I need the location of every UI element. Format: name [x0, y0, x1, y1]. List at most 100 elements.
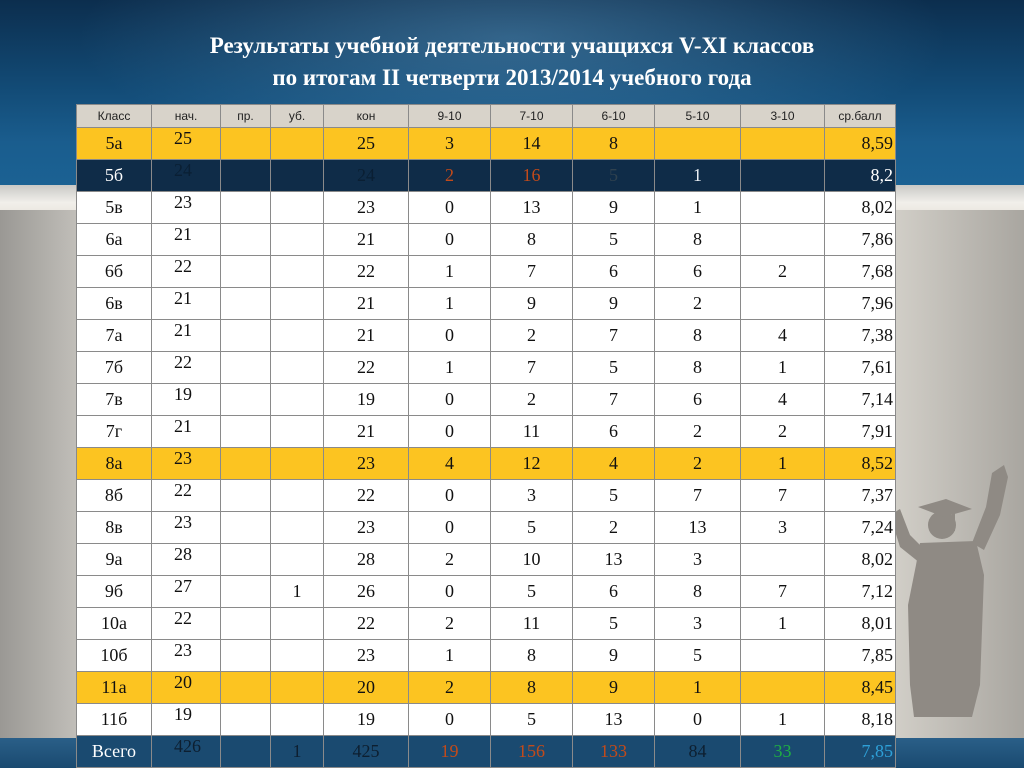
- table-row: 9б 27 1 26 0 5 6 8 7 7,12: [76, 575, 896, 608]
- cell-left: [270, 383, 324, 416]
- table-row: 8а 23 23 4 12 4 2 1 8,52: [76, 447, 896, 480]
- title-line-2: по итогам II четверти 2013/2014 учебного…: [272, 65, 752, 90]
- cell-start: 21: [151, 415, 221, 448]
- cell-3-10: [740, 287, 825, 320]
- cell-class: 5а: [76, 127, 152, 160]
- cell-left: [270, 255, 324, 288]
- cell-9-10: 0: [408, 415, 491, 448]
- cell-left: [270, 479, 324, 512]
- cell-end: 23: [323, 447, 409, 480]
- cell-7-10: 9: [490, 287, 573, 320]
- cell-3-10: [740, 671, 825, 704]
- cell-class: 8в: [76, 511, 152, 544]
- header-left: уб.: [270, 104, 324, 128]
- cell-7-10: 7: [490, 351, 573, 384]
- cell-class: 10б: [76, 639, 152, 672]
- table-row: 7в 19 19 0 2 7 6 4 7,14: [76, 383, 896, 416]
- cell-3-10: 2: [740, 255, 825, 288]
- cell-end: 20: [323, 671, 409, 704]
- cell-6-10: 5: [572, 223, 655, 256]
- cell-9-10: 0: [408, 511, 491, 544]
- table-row: 11б 19 19 0 5 13 0 1 8,18: [76, 703, 896, 736]
- cell-6-10: 6: [572, 255, 655, 288]
- cell-average: 7,85: [824, 639, 896, 672]
- cell-arrived: [220, 319, 271, 352]
- table-row: 7а 21 21 0 2 7 8 4 7,38: [76, 319, 896, 352]
- cell-9-10: 1: [408, 351, 491, 384]
- cell-left: [270, 319, 324, 352]
- table-row: 5а 25 25 3 14 8 8,59: [76, 127, 896, 160]
- cell-9-10: 4: [408, 447, 491, 480]
- cell-9-10: 0: [408, 383, 491, 416]
- cell-9-10: 1: [408, 639, 491, 672]
- cell-7-10: 8: [490, 223, 573, 256]
- table-row: 11а 20 20 2 8 9 1 8,45: [76, 671, 896, 704]
- cell-average: 7,38: [824, 319, 896, 352]
- cell-end: 19: [323, 703, 409, 736]
- cell-6-10: 4: [572, 447, 655, 480]
- cell-3-10: 1: [740, 703, 825, 736]
- cell-5-10: 6: [654, 383, 741, 416]
- cell-5-10: 8: [654, 351, 741, 384]
- cell-end: 23: [323, 511, 409, 544]
- cell-5-10: 7: [654, 479, 741, 512]
- title-line-1: Результаты учебной деятельности учащихся…: [209, 33, 815, 58]
- cell-end: 24: [323, 159, 409, 192]
- cell-5-10: 84: [654, 735, 741, 768]
- header-7-10: 7-10: [490, 104, 573, 128]
- cell-start: 22: [151, 255, 221, 288]
- table-row: 10б 23 23 1 8 9 5 7,85: [76, 639, 896, 672]
- cell-3-10: 4: [740, 319, 825, 352]
- cell-start: 21: [151, 223, 221, 256]
- cell-9-10: 0: [408, 575, 491, 608]
- cell-arrived: [220, 255, 271, 288]
- cell-6-10: 13: [572, 543, 655, 576]
- cell-5-10: 2: [654, 415, 741, 448]
- cell-7-10: 156: [490, 735, 573, 768]
- cell-arrived: [220, 287, 271, 320]
- cell-3-10: 1: [740, 351, 825, 384]
- cell-arrived: [220, 447, 271, 480]
- cell-arrived: [220, 159, 271, 192]
- cell-7-10: 12: [490, 447, 573, 480]
- cell-class: 6а: [76, 223, 152, 256]
- cell-start: 28: [151, 543, 221, 576]
- cell-6-10: 6: [572, 575, 655, 608]
- cell-average: 7,96: [824, 287, 896, 320]
- cell-class: 8б: [76, 479, 152, 512]
- cell-start: 22: [151, 479, 221, 512]
- cell-arrived: [220, 479, 271, 512]
- page-title: Результаты учебной деятельности учащихся…: [0, 30, 1024, 94]
- cell-end: 26: [323, 575, 409, 608]
- header-6-10: 6-10: [572, 104, 655, 128]
- cell-9-10: 19: [408, 735, 491, 768]
- cell-end: 21: [323, 319, 409, 352]
- cell-7-10: 16: [490, 159, 573, 192]
- cell-average: 8,59: [824, 127, 896, 160]
- cell-7-10: 10: [490, 543, 573, 576]
- table-row: 7г 21 21 0 11 6 2 2 7,91: [76, 415, 896, 448]
- results-table: Класс нач. пр. уб. кон 9-10 7-10 6-10 5-…: [76, 104, 896, 768]
- cell-6-10: 7: [572, 383, 655, 416]
- cell-3-10: 7: [740, 479, 825, 512]
- cell-9-10: 2: [408, 543, 491, 576]
- cell-3-10: 1: [740, 447, 825, 480]
- cell-7-10: 8: [490, 671, 573, 704]
- cell-3-10: [740, 191, 825, 224]
- cell-average: 7,86: [824, 223, 896, 256]
- cell-arrived: [220, 383, 271, 416]
- table-row: 8б 22 22 0 3 5 7 7 7,37: [76, 479, 896, 512]
- table-row: 6в 21 21 1 9 9 2 7,96: [76, 287, 896, 320]
- cell-start: 21: [151, 287, 221, 320]
- table-total-row: Всего 426 1 425 19 156 133 84 33 7,85: [76, 735, 896, 768]
- cell-left: [270, 543, 324, 576]
- cell-left: [270, 671, 324, 704]
- cell-start: 27: [151, 575, 221, 608]
- cell-start: 19: [151, 703, 221, 736]
- cell-3-10: [740, 543, 825, 576]
- cell-6-10: 8: [572, 127, 655, 160]
- table-header-row: Класс нач. пр. уб. кон 9-10 7-10 6-10 5-…: [76, 104, 896, 128]
- cell-average: 8,18: [824, 703, 896, 736]
- table-row: 7б 22 22 1 7 5 8 1 7,61: [76, 351, 896, 384]
- cell-7-10: 11: [490, 607, 573, 640]
